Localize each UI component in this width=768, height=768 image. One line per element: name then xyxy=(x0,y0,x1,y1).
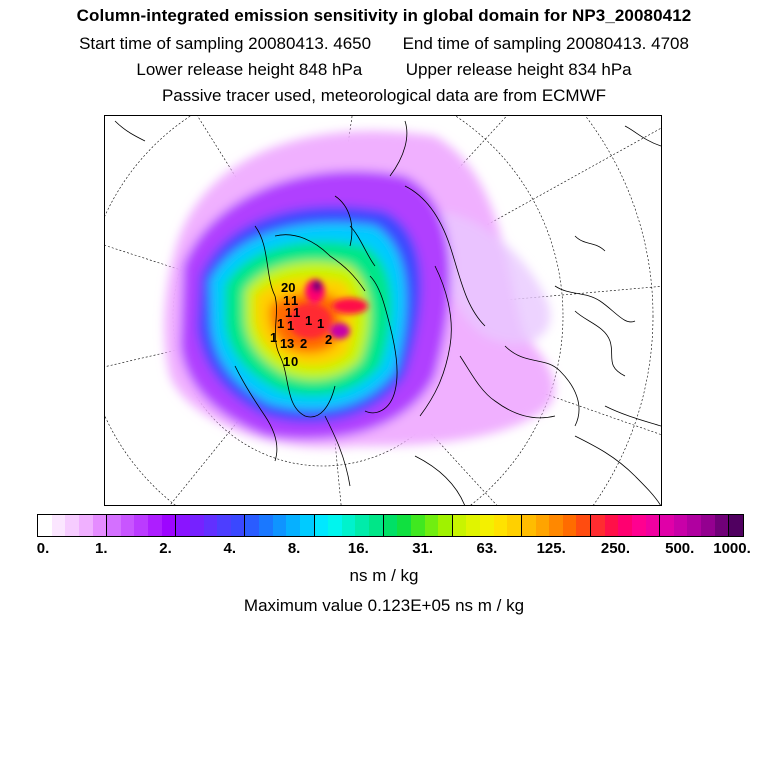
colorbar-cell xyxy=(38,515,52,536)
colorbar-cell xyxy=(203,515,218,536)
colorbar-cell xyxy=(507,515,522,536)
emission-core xyxy=(288,279,368,339)
colorbar-cell xyxy=(576,515,591,536)
colorbar-tick-label: 500. xyxy=(665,540,695,557)
map-label: 1 xyxy=(283,354,290,369)
map-label: 1 xyxy=(291,293,298,308)
colorbar-tick-label: 31. xyxy=(412,540,434,557)
colorbar-cell xyxy=(714,515,730,536)
colorbar-cell xyxy=(161,515,177,536)
colorbar-cell xyxy=(369,515,384,536)
colorbar-cell xyxy=(176,515,190,536)
colorbar-cell xyxy=(631,515,646,536)
colorbar-cell xyxy=(466,515,480,536)
colorbar xyxy=(37,514,744,537)
colorbar-ticks: 0. 1. 2. 4. 8. 16. 31. 63. 125. 250. 500. 1000. xyxy=(0,540,768,560)
colorbar-tick-label: 1000. xyxy=(713,540,751,557)
colorbar-cell xyxy=(51,515,66,536)
colorbar-cell xyxy=(493,515,508,536)
colorbar-tick-label: 2. xyxy=(159,540,172,557)
colorbar-tick-label: 250. xyxy=(600,540,631,557)
sampling-times: Start time of sampling 20080413. 4650 En… xyxy=(0,34,768,54)
map-label: 1 xyxy=(287,318,294,333)
map-label: 1 xyxy=(285,305,292,320)
sensitivity-map: 20 1 1 1 1 1 1 1 1 1 1 3 2 2 1 0 xyxy=(104,115,662,506)
coastlines xyxy=(114,120,661,505)
colorbar-cell xyxy=(604,515,619,536)
colorbar-cell xyxy=(245,515,259,536)
colorbar-cell xyxy=(189,515,204,536)
release-heights: Lower release height 848 hPa Upper relea… xyxy=(0,60,768,80)
map-label: 1 xyxy=(270,330,277,345)
colorbar-cell xyxy=(217,515,231,536)
colorbar-tick-label: 8. xyxy=(287,540,301,557)
emission-field xyxy=(164,130,555,448)
colorbar-tick-label: 0. xyxy=(36,540,50,557)
colorbar-cell xyxy=(134,515,148,536)
map-label: 0 xyxy=(291,354,298,369)
map-label: 2 xyxy=(300,336,307,351)
colorbar-cell xyxy=(535,515,550,536)
map-label: 1 xyxy=(280,336,287,351)
colorbar-cell xyxy=(438,515,453,536)
release-lower: Lower release height 848 hPa xyxy=(136,60,363,79)
map-label: 1 xyxy=(293,305,300,320)
colorbar-unit: ns m / kg xyxy=(349,566,419,585)
colorbar-cell xyxy=(383,515,398,536)
colorbar-cell xyxy=(480,515,494,536)
colorbar-cell xyxy=(272,515,287,536)
map-station-labels: 20 1 1 1 1 1 1 1 1 1 1 3 2 2 1 0 xyxy=(270,280,332,369)
colorbar-cell xyxy=(92,515,108,536)
colorbar-cell xyxy=(107,515,121,536)
colorbar-cell xyxy=(549,515,563,536)
colorbar-tick-label: 16. xyxy=(347,540,369,557)
colorbar-cell xyxy=(618,515,632,536)
colorbar-cell xyxy=(78,515,93,536)
colorbar-tick-label: 4. xyxy=(223,540,237,557)
colorbar-cell xyxy=(591,515,605,536)
map-label: 3 xyxy=(287,336,294,351)
colorbar-cell xyxy=(328,515,342,536)
map-label: 1 xyxy=(277,316,284,331)
tracer-note: Passive tracer used, meteorological data… xyxy=(161,86,607,105)
colorbar-cell xyxy=(120,515,135,536)
map-label: 20 xyxy=(281,280,295,295)
colorbar-cell xyxy=(687,515,701,536)
map-label: 2 xyxy=(325,332,332,347)
colorbar-cell xyxy=(452,515,467,536)
colorbar-cell xyxy=(341,515,356,536)
map-label: 1 xyxy=(305,313,312,328)
colorbar-cell xyxy=(286,515,300,536)
maximum-value: Maximum value 0.123E+05 ns m / kg xyxy=(243,596,525,615)
colorbar-cell xyxy=(673,515,688,536)
colorbar-cell xyxy=(259,515,273,536)
colorbar-cell xyxy=(701,515,715,536)
colorbar-tick-label: 125. xyxy=(536,540,566,557)
colorbar-tick-label: 1. xyxy=(95,540,108,557)
colorbar-cell xyxy=(65,515,79,536)
plot-title: Column-integrated emission sensitivity i… xyxy=(76,6,692,25)
colorbar-cell xyxy=(424,515,439,536)
colorbar-cell xyxy=(355,515,369,536)
colorbar-cell xyxy=(397,515,411,536)
colorbar-cell xyxy=(410,515,425,536)
colorbar-cell xyxy=(148,515,162,536)
colorbar-cell xyxy=(660,515,674,536)
release-upper: Upper release height 834 hPa xyxy=(405,60,632,79)
colorbar-cell xyxy=(562,515,577,536)
colorbar-cell xyxy=(230,515,246,536)
colorbar-cell xyxy=(314,515,329,536)
colorbar-cell xyxy=(645,515,661,536)
colorbar-cell xyxy=(521,515,536,536)
map-label: 1 xyxy=(283,293,290,308)
map-svg: 20 1 1 1 1 1 1 1 1 1 1 3 2 2 1 0 xyxy=(105,116,661,505)
sampling-end: End time of sampling 20080413. 4708 xyxy=(402,34,689,53)
sampling-start: Start time of sampling 20080413. 4650 xyxy=(79,34,372,53)
colorbar-cell xyxy=(729,515,743,536)
colorbar-cell xyxy=(299,515,315,536)
colorbar-tick-label: 63. xyxy=(476,540,498,557)
map-label: 1 xyxy=(317,316,324,331)
